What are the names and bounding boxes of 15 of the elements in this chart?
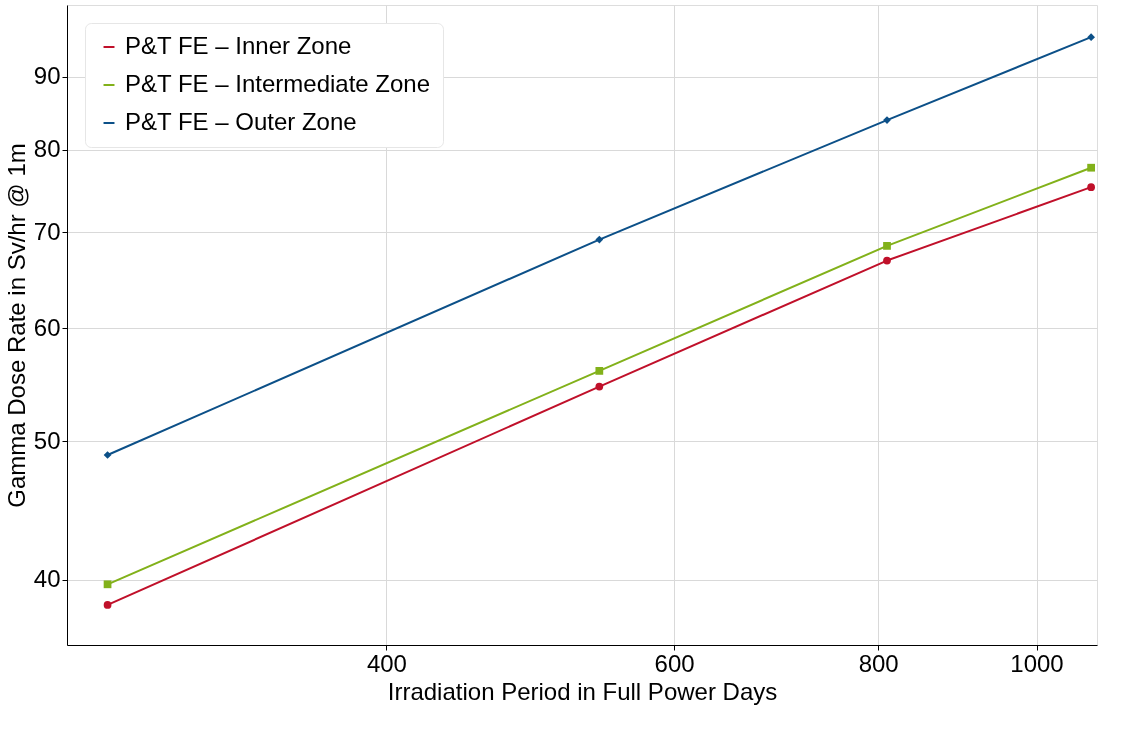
x-tick-label: 1000 [1010, 649, 1064, 677]
y-tick-label: 80 [33, 135, 61, 163]
y-tick-label: 70 [33, 217, 61, 245]
x-tick-label: 400 [366, 649, 407, 677]
y-tick-label: 50 [33, 426, 61, 454]
legend-label: P&T FE – Outer Zone [125, 108, 357, 135]
y-tick-label: 40 [33, 565, 61, 593]
y-axis-title: Gamma Dose Rate in Sv/hr @ 1m [2, 143, 30, 508]
y-tick-label: 60 [33, 313, 61, 341]
legend-label: P&T FE – Inner Zone [125, 32, 352, 59]
x-tick-label: 600 [654, 649, 695, 677]
legend-label: P&T FE – Intermediate Zone [125, 70, 431, 97]
x-axis-title: Irradiation Period in Full Power Days [387, 677, 778, 705]
x-tick-label: 800 [858, 649, 899, 677]
y-tick-label: 90 [33, 62, 61, 90]
